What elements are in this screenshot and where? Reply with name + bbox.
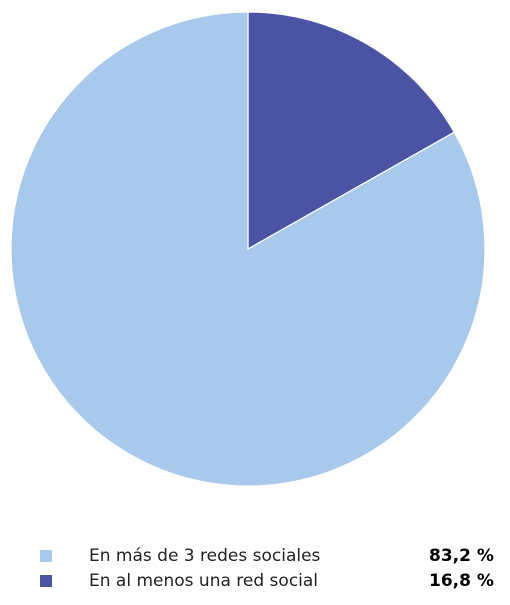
pie-slice-0 (247, 11, 456, 251)
pie-slices (10, 11, 486, 487)
pie-slice-1 (10, 11, 486, 487)
